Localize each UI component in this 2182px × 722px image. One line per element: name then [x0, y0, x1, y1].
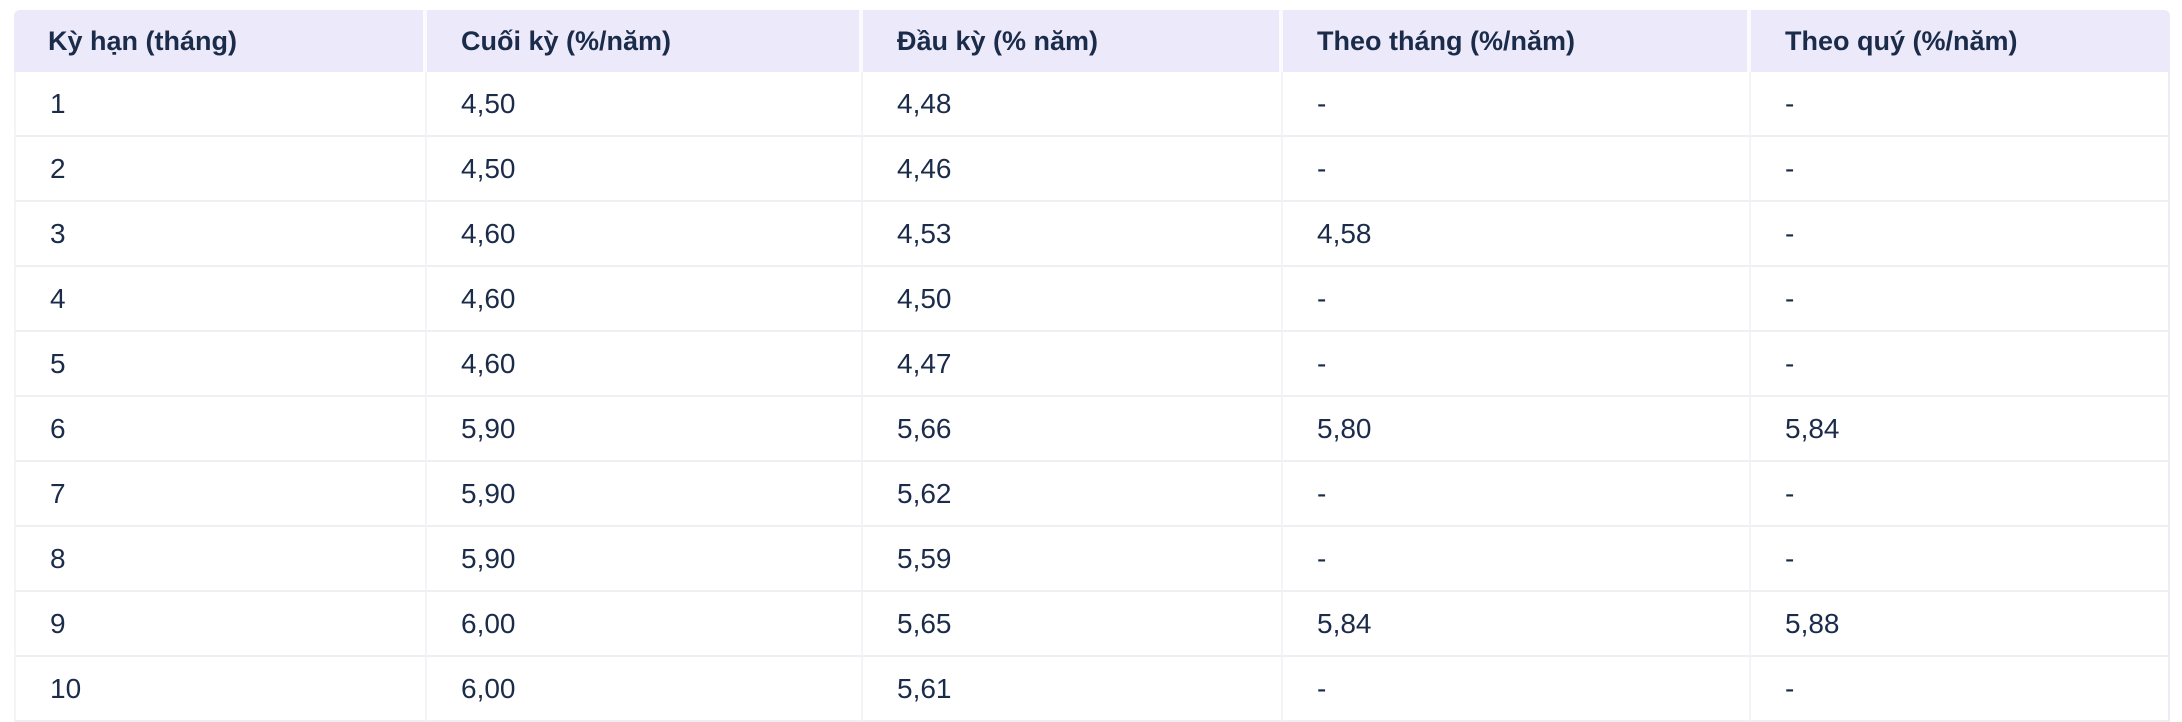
rate-cell: - — [1751, 72, 2170, 137]
rate-cell: - — [1751, 527, 2170, 592]
table-row: 7 5,90 5,62- - — [14, 462, 2170, 527]
column-header-2: Cuối kỳ (%/năm) — [427, 10, 863, 72]
table-row: 9 6,00 5,65 5,84 5,88 — [14, 592, 2170, 657]
rate-cell: 5,90 — [427, 397, 863, 462]
rate-cell: 6,00 — [427, 592, 863, 657]
term-cell: 7 — [14, 462, 427, 527]
table-row: 3 4,60 4,53 4,58- — [14, 202, 2170, 267]
rate-cell: 4,50 — [427, 137, 863, 202]
rate-cell: 4,50 — [427, 72, 863, 137]
rate-cell: 4,48 — [863, 72, 1283, 137]
term-cell: 3 — [14, 202, 427, 267]
table-row: 8 5,90 5,59- - — [14, 527, 2170, 592]
rate-cell: 5,80 — [1283, 397, 1751, 462]
rate-cell: 5,65 — [863, 592, 1283, 657]
term-cell: 4 — [14, 267, 427, 332]
rate-cell: 4,47 — [863, 332, 1283, 397]
rate-cell: - — [1751, 137, 2170, 202]
rate-cell: 4,60 — [427, 332, 863, 397]
term-cell: 9 — [14, 592, 427, 657]
term-cell: 6 — [14, 397, 427, 462]
table-row: 5 4,60 4,47- - — [14, 332, 2170, 397]
rate-cell: 4,60 — [427, 202, 863, 267]
rate-cell: - — [1751, 202, 2170, 267]
rate-cell: 4,50 — [863, 267, 1283, 332]
rate-cell: - — [1283, 462, 1751, 527]
rate-cell: - — [1751, 332, 2170, 397]
rate-cell: 5,84 — [1283, 592, 1751, 657]
rate-cell: - — [1283, 72, 1751, 137]
rate-cell: - — [1283, 267, 1751, 332]
rate-cell: 5,90 — [427, 462, 863, 527]
table-header: Kỳ hạn (tháng) Cuối kỳ (%/năm) Đầu kỳ (% n… — [14, 10, 2170, 72]
table-row: 4 4,60 4,50- - — [14, 267, 2170, 332]
column-header-3: Đầu kỳ (% năm) — [863, 10, 1283, 72]
table-row: 1 4,50 4,48- - — [14, 72, 2170, 137]
rate-cell: - — [1283, 527, 1751, 592]
rate-cell: 5,61 — [863, 657, 1283, 722]
table-body: 1 4,50 4,48- -2 4,50 4,46- -3 4,60 4,53 4,58-4 4,6… — [14, 72, 2170, 722]
table-row: 2 4,50 4,46- - — [14, 137, 2170, 202]
rate-cell: 4,60 — [427, 267, 863, 332]
term-cell: 10 — [14, 657, 427, 722]
term-cell: 2 — [14, 137, 427, 202]
interest-rate-table-container: Kỳ hạn (tháng) Cuối kỳ (%/năm) Đầu kỳ (% n… — [14, 10, 2170, 722]
table-header-row: Kỳ hạn (tháng) Cuối kỳ (%/năm) Đầu kỳ (% n… — [14, 10, 2170, 72]
column-header-1: Kỳ hạn (tháng) — [14, 10, 427, 72]
rate-cell: - — [1751, 267, 2170, 332]
term-cell: 1 — [14, 72, 427, 137]
rate-cell: 6,00 — [427, 657, 863, 722]
term-cell: 8 — [14, 527, 427, 592]
rate-cell: 4,58 — [1283, 202, 1751, 267]
rate-cell: 5,90 — [427, 527, 863, 592]
table-row: 10 6,00 5,61- - — [14, 657, 2170, 722]
rate-cell: - — [1283, 657, 1751, 722]
rate-cell: 4,53 — [863, 202, 1283, 267]
column-header-4: Theo tháng (%/năm) — [1283, 10, 1751, 72]
interest-rate-table: Kỳ hạn (tháng) Cuối kỳ (%/năm) Đầu kỳ (% n… — [14, 10, 2170, 722]
rate-cell: 5,59 — [863, 527, 1283, 592]
rate-cell: 4,46 — [863, 137, 1283, 202]
rate-cell: - — [1751, 462, 2170, 527]
rate-cell: - — [1283, 137, 1751, 202]
term-cell: 5 — [14, 332, 427, 397]
rate-cell: 5,62 — [863, 462, 1283, 527]
table-row: 6 5,90 5,66 5,80 5,84 — [14, 397, 2170, 462]
rate-cell: - — [1751, 657, 2170, 722]
rate-cell: - — [1283, 332, 1751, 397]
rate-cell: 5,88 — [1751, 592, 2170, 657]
column-header-5: Theo quý (%/năm) — [1751, 10, 2170, 72]
rate-cell: 5,84 — [1751, 397, 2170, 462]
rate-cell: 5,66 — [863, 397, 1283, 462]
